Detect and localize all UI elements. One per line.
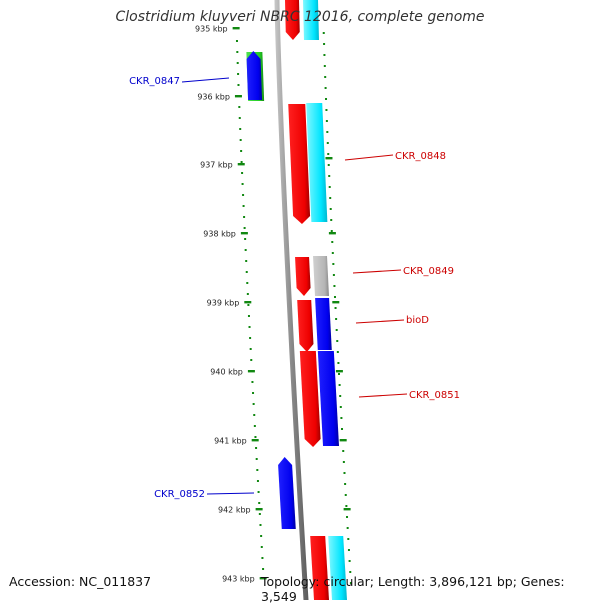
scale-tick-label: 940 kbp <box>210 368 243 377</box>
scale-tick <box>240 232 248 235</box>
accession-text: Accession: NC_011837 <box>9 574 152 589</box>
gene-label-biod[interactable]: bioD <box>406 315 429 326</box>
gene-arrow-ckr0848-cyan[interactable] <box>306 103 328 222</box>
scale-tick-label: 941 kbp <box>214 437 247 446</box>
gene-arrow-ckr0848-red[interactable] <box>288 104 311 224</box>
gene-ring-tick <box>339 439 347 442</box>
scale-tick-label: 939 kbp <box>207 299 240 308</box>
gene-leader-line <box>344 154 394 161</box>
gene-ring-tick <box>332 301 340 304</box>
scale-tick <box>259 577 267 580</box>
gene-ring-tick <box>335 370 343 373</box>
page-title: Clostridium kluyveri NBRC 12016, complet… <box>115 9 485 25</box>
gene-arrow-ckr0851-red[interactable] <box>299 351 321 447</box>
scale-tick <box>237 163 245 166</box>
gene-leader-line <box>352 269 402 274</box>
scale-ring-dots <box>235 40 265 570</box>
gene-arrow-ckr0849-gray[interactable] <box>313 256 329 296</box>
gene-arrow-ckr0851-blue[interactable] <box>317 351 340 446</box>
scale-tick-label: 938 kbp <box>203 230 236 239</box>
scale-tick-label: 942 kbp <box>218 506 251 515</box>
scale-tick <box>247 370 255 373</box>
scale-tick-label: 936 kbp <box>197 93 230 102</box>
scale-tick-label: 935 kbp <box>195 25 228 34</box>
genome-backbone <box>274 0 309 600</box>
scale-tick <box>255 508 263 511</box>
gene-leader-line <box>358 393 408 398</box>
gene-leader-line <box>181 77 230 83</box>
gene-label-ckr0849[interactable]: CKR_0849 <box>403 266 454 277</box>
gene-label-ckr0847[interactable]: CKR_0847 <box>129 76 180 87</box>
scale-tick <box>232 27 240 30</box>
gene-leader-line <box>206 492 255 495</box>
scale-tick-label: 943 kbp <box>222 575 255 584</box>
gene-leader-line <box>355 319 405 324</box>
gene-arrow-biod-red[interactable] <box>297 300 314 352</box>
scale-tick-label: 937 kbp <box>200 161 233 170</box>
gene-arrow-top-cyan[interactable] <box>303 0 319 40</box>
gene-arrow-bottom-red[interactable] <box>310 536 329 600</box>
scale-tick <box>244 301 252 304</box>
gene-arrow-ckr0849-red[interactable] <box>295 257 311 296</box>
gene-label-ckr0852[interactable]: CKR_0852 <box>154 489 205 500</box>
scale-tick <box>251 439 259 442</box>
gene-arrow-biod-blue[interactable] <box>315 298 332 350</box>
scale-tick <box>234 95 242 98</box>
gene-arrow-bottom-cyan[interactable] <box>328 536 347 600</box>
gene-label-ckr0851[interactable]: CKR_0851 <box>409 390 460 401</box>
gene-arrow-top-red[interactable] <box>285 0 300 40</box>
gene-label-ckr0848[interactable]: CKR_0848 <box>395 151 446 162</box>
gene-arrow-ckr0847-blue[interactable] <box>246 51 263 100</box>
gene-ring-tick <box>328 232 336 235</box>
gene-arrow-ckr0852-blue[interactable] <box>278 457 296 529</box>
gene-ring-tick <box>325 157 333 160</box>
gene-ring-tick <box>343 508 351 511</box>
